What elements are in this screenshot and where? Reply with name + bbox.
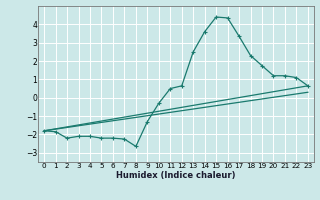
X-axis label: Humidex (Indice chaleur): Humidex (Indice chaleur) (116, 171, 236, 180)
